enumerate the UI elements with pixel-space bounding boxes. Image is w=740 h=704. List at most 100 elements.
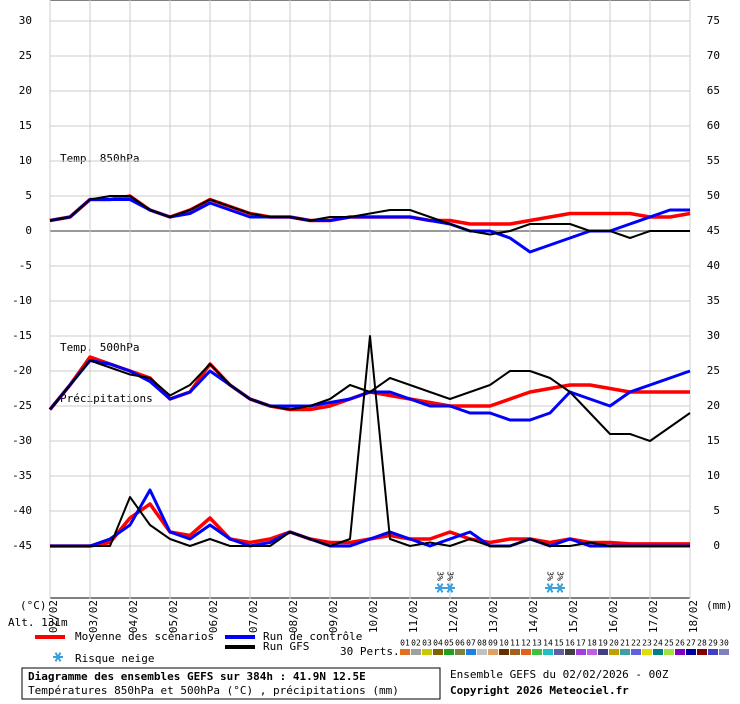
perturbation-swatch — [609, 649, 619, 655]
y2-tick-label: 20 — [707, 399, 720, 412]
x-tick-label: 02/02 — [47, 600, 60, 633]
x-tick-label: 04/02 — [127, 600, 140, 633]
perturbation-swatch — [422, 649, 432, 655]
footer-copyright: Copyright 2026 Meteociel.fr — [450, 684, 629, 697]
perturbation-id: 16 — [565, 639, 575, 648]
x-tick-label: 11/02 — [407, 600, 420, 633]
y2-tick-label: 10 — [707, 469, 720, 482]
y-tick-label: 25 — [19, 49, 32, 62]
perturbation-id: 22 — [631, 639, 641, 648]
perturbation-id: 03 — [422, 639, 432, 648]
perturbation-swatch — [433, 649, 443, 655]
x-tick-label: 07/02 — [247, 600, 260, 633]
y2-tick-label: 60 — [707, 119, 720, 132]
x-tick-label: 05/02 — [167, 600, 180, 633]
y-unit: (°C) — [20, 599, 47, 612]
x-tick-label: 16/02 — [607, 600, 620, 633]
y-tick-label: 15 — [19, 119, 32, 132]
y-tick-label: -25 — [12, 399, 32, 412]
x-tick-label: 18/02 — [687, 600, 700, 633]
perturbation-swatch — [576, 649, 586, 655]
x-tick-label: 14/02 — [527, 600, 540, 633]
perturbation-id: 01 — [400, 639, 410, 648]
y2-tick-label: 25 — [707, 364, 720, 377]
perturbation-id: 28 — [697, 639, 707, 648]
perturbation-id: 30 — [719, 639, 729, 648]
perturbation-swatch — [697, 649, 707, 655]
t850-label: Temp. 850hPa — [60, 152, 139, 165]
perturbation-swatch — [631, 649, 641, 655]
perturbation-id: 14 — [543, 639, 553, 648]
perturbation-id: 09 — [488, 639, 498, 648]
y-tick-label: -30 — [12, 434, 32, 447]
y2-tick-label: 0 — [713, 539, 720, 552]
x-tick-label: 13/02 — [487, 600, 500, 633]
perturbation-id: 05 — [444, 639, 454, 648]
perturbation-id: 18 — [587, 639, 597, 648]
perturbation-swatch — [554, 649, 564, 655]
perturbation-swatch — [411, 649, 421, 655]
x-tick-label: 08/02 — [287, 600, 300, 633]
y2-tick-label: 65 — [707, 84, 720, 97]
y2-tick-label: 30 — [707, 329, 720, 342]
y2-tick-label: 50 — [707, 189, 720, 202]
x-tick-label: 03/02 — [87, 600, 100, 633]
perturbation-id: 21 — [620, 639, 630, 648]
perturbation-id: 12 — [521, 639, 531, 648]
y2-tick-label: 45 — [707, 224, 720, 237]
perturbation-id: 20 — [609, 639, 619, 648]
y2-tick-label: 40 — [707, 259, 720, 272]
perturbation-swatch — [598, 649, 608, 655]
perturbation-swatch — [620, 649, 630, 655]
footer-box — [21, 667, 441, 700]
perturbation-id: 29 — [708, 639, 718, 648]
y2-unit: (mm) — [706, 599, 733, 612]
perturbation-swatch — [565, 649, 575, 655]
perturbation-id: 04 — [433, 639, 443, 648]
perturbation-id: 25 — [664, 639, 674, 648]
legend-label: Moyenne des scénarios — [75, 630, 214, 643]
series-line — [49, 195, 690, 239]
perturbation-swatch — [455, 649, 465, 655]
x-tick-label: 17/02 — [647, 600, 660, 633]
x-tick-label: 15/02 — [567, 600, 580, 633]
perturbation-id: 26 — [675, 639, 685, 648]
snow-icon — [556, 583, 564, 593]
perturbation-id: 06 — [455, 639, 465, 648]
snow-risk-label: 3% — [446, 571, 455, 581]
perturbation-swatch — [400, 649, 410, 655]
y-tick-label: 5 — [25, 189, 32, 202]
perturbation-swatch — [587, 649, 597, 655]
perturbations-title: 30 Perts. — [340, 645, 400, 658]
y-tick-label: -40 — [12, 504, 32, 517]
perturbation-swatch — [664, 649, 674, 655]
y2-tick-label: 75 — [707, 14, 720, 27]
x-tick-label: 06/02 — [207, 600, 220, 633]
t500-label: Temp. 500hPa — [60, 341, 139, 354]
perturbation-id: 13 — [532, 639, 542, 648]
y-tick-label: -45 — [12, 539, 32, 552]
perturbation-swatch — [444, 649, 454, 655]
footer-title: Diagramme des ensembles GEFS sur 384h : … — [28, 670, 366, 683]
perturbation-id: 02 — [411, 639, 421, 648]
x-tick-label: 09/02 — [327, 600, 340, 633]
y-tick-label: 20 — [19, 84, 32, 97]
perturbation-swatch — [499, 649, 509, 655]
series-line — [49, 359, 691, 442]
snow-icon — [446, 583, 454, 593]
snow-risk-label: 3% — [556, 571, 565, 581]
y-tick-label: 0 — [25, 224, 32, 237]
y2-tick-label: 70 — [707, 49, 720, 62]
perturbation-swatch — [642, 649, 652, 655]
altitude: Alt. 131m — [8, 616, 68, 629]
perturbation-swatch — [543, 649, 553, 655]
perturbation-swatch — [675, 649, 685, 655]
perturbation-swatch — [719, 649, 729, 655]
perturbation-swatch — [686, 649, 696, 655]
legend-label: Risque neige — [75, 652, 154, 665]
perturbation-id: 08 — [477, 639, 487, 648]
perturbation-swatch — [532, 649, 542, 655]
y-tick-label: -10 — [12, 294, 32, 307]
x-tick-label: 10/02 — [367, 600, 380, 633]
legend-label: Run GFS — [263, 640, 309, 653]
